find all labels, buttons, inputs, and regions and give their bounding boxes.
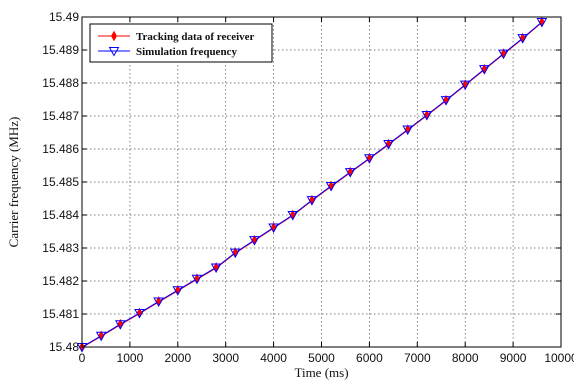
simulation-marker — [440, 96, 452, 106]
simulation-marker — [134, 309, 145, 319]
simulation-marker — [95, 331, 107, 342]
simulation-marker — [229, 248, 241, 259]
legend-marker-tracking — [111, 30, 117, 42]
y-tick-label: 15.483 — [42, 241, 79, 255]
legend: Tracking data of receiver Simulation fre… — [89, 23, 273, 63]
x-tick-label: 5000 — [308, 351, 335, 365]
y-tick-label: 15.484 — [42, 208, 79, 222]
simulation-marker — [479, 65, 490, 75]
legend-label-simulation: Simulation frequency — [136, 46, 237, 58]
y-tick-labels: 15.48 15.481 15.482 15.483 15.484 15.485 15.48… — [42, 10, 79, 354]
y-tick-label: 15.49 — [49, 10, 79, 24]
simulation-marker — [287, 211, 299, 221]
simulation-marker — [344, 168, 356, 178]
series-line-simulation — [81, 21, 543, 348]
y-tick-label: 15.482 — [42, 274, 79, 288]
series-markers — [76, 16, 548, 353]
simulation-marker — [191, 274, 203, 285]
simulation-marker — [268, 223, 279, 234]
legend-marker-simulation — [108, 47, 120, 57]
series-lines — [81, 21, 543, 349]
simulation-marker — [536, 17, 548, 28]
y-tick-label: 15.486 — [42, 142, 79, 156]
y-tick-label: 15.488 — [42, 76, 79, 90]
x-tick-labels: 0 1000 2000 3000 4000 5000 6000 7000 8000 9000 100… — [79, 351, 574, 365]
simulation-marker — [459, 80, 471, 91]
simulation-marker — [306, 196, 318, 206]
x-tick-label: 3000 — [212, 351, 239, 365]
y-tick-label: 15.485 — [42, 175, 79, 189]
y-axis-label: Carrier frequency (MHz) — [6, 117, 21, 248]
tracking-marker — [111, 30, 117, 42]
x-tick-label: 0 — [79, 351, 86, 365]
simulation-marker — [153, 297, 164, 307]
axis-ticks — [81, 16, 562, 348]
x-tick-label: 8000 — [452, 351, 479, 365]
y-tick-label: 15.48 — [49, 340, 79, 354]
simulation-marker — [498, 49, 509, 60]
x-tick-label: 6000 — [356, 351, 383, 365]
y-tick-label: 15.487 — [42, 109, 79, 123]
x-tick-label: 9000 — [500, 351, 527, 365]
simulation-marker — [114, 320, 126, 330]
y-tick-label: 15.489 — [42, 43, 79, 57]
legend-box — [89, 23, 273, 63]
simulation-marker — [364, 154, 375, 164]
x-tick-label: 7000 — [404, 351, 431, 365]
y-tick-label: 15.481 — [42, 307, 79, 321]
x-tick-label: 1000 — [117, 351, 144, 365]
simulation-marker — [421, 111, 433, 121]
x-tick-label: 10000 — [544, 351, 574, 365]
legend-label-tracking: Tracking data of receiver — [136, 31, 255, 43]
simulation-marker — [108, 47, 120, 57]
simulation-marker — [210, 263, 222, 273]
simulation-marker — [172, 286, 184, 296]
simulation-marker — [325, 181, 337, 192]
simulation-marker — [517, 34, 529, 44]
simulation-marker — [402, 125, 414, 136]
simulation-marker — [383, 140, 394, 150]
simulation-marker — [249, 236, 260, 246]
x-tick-label: 2000 — [164, 351, 191, 365]
x-tick-label: 4000 — [260, 351, 287, 365]
x-axis-label: Time (ms) — [294, 365, 348, 380]
series-line-tracking — [81, 22, 543, 349]
